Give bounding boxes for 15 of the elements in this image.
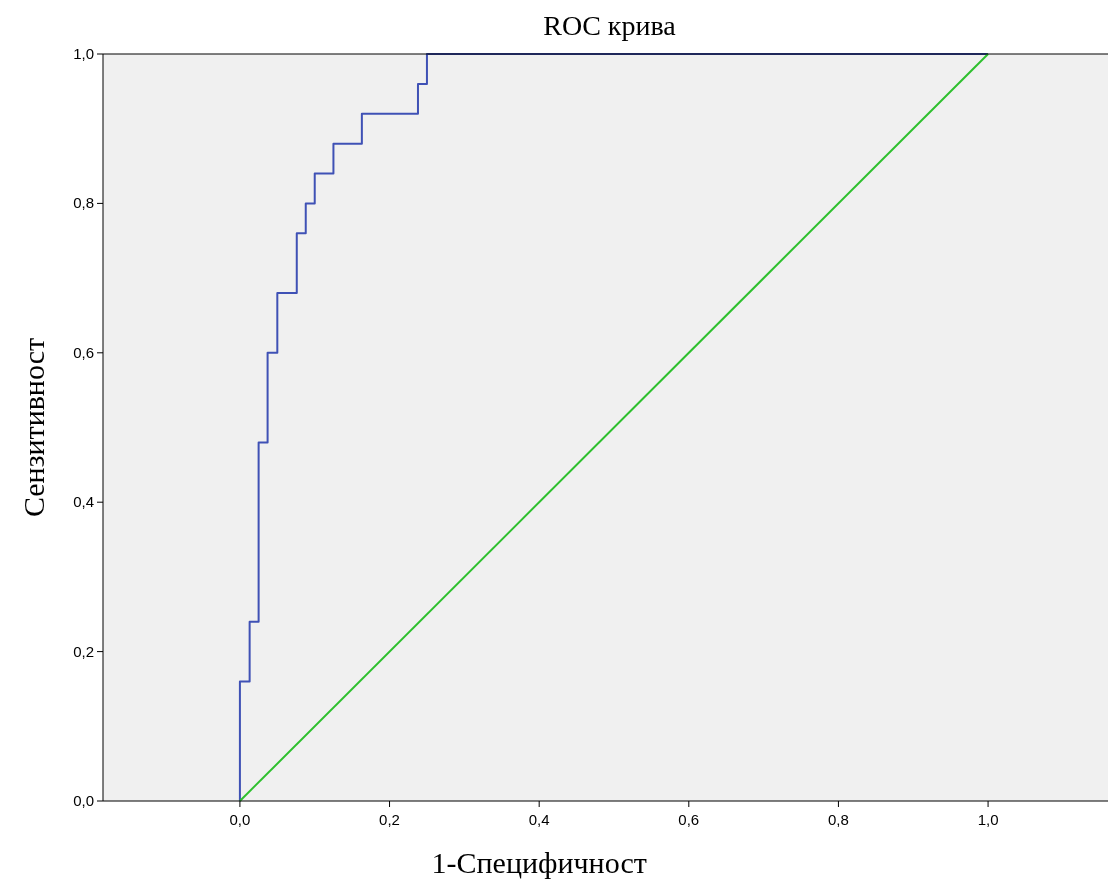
x-tick-label: 0,6 [678,811,700,828]
y-tick-label: 0,8 [73,194,94,212]
x-tick-label: 0,0 [229,811,251,828]
y-tick-label: 0,0 [73,792,94,809]
x-tick-label: 0,2 [379,811,400,828]
x-tick-label: 1,0 [977,811,999,828]
y-tick-label: 0,6 [73,343,94,361]
x-axis-title: 1-Специфичност [431,846,647,879]
y-tick-label: 0,4 [73,493,94,511]
y-tick-label: 0,2 [73,642,94,660]
chart-title: ROC крива [543,10,677,41]
x-tick-label: 0,8 [828,811,849,828]
y-axis-title: Сензитивност [17,337,50,518]
x-tick-label: 0,4 [528,811,550,828]
y-tick-label: 1,0 [73,45,94,62]
